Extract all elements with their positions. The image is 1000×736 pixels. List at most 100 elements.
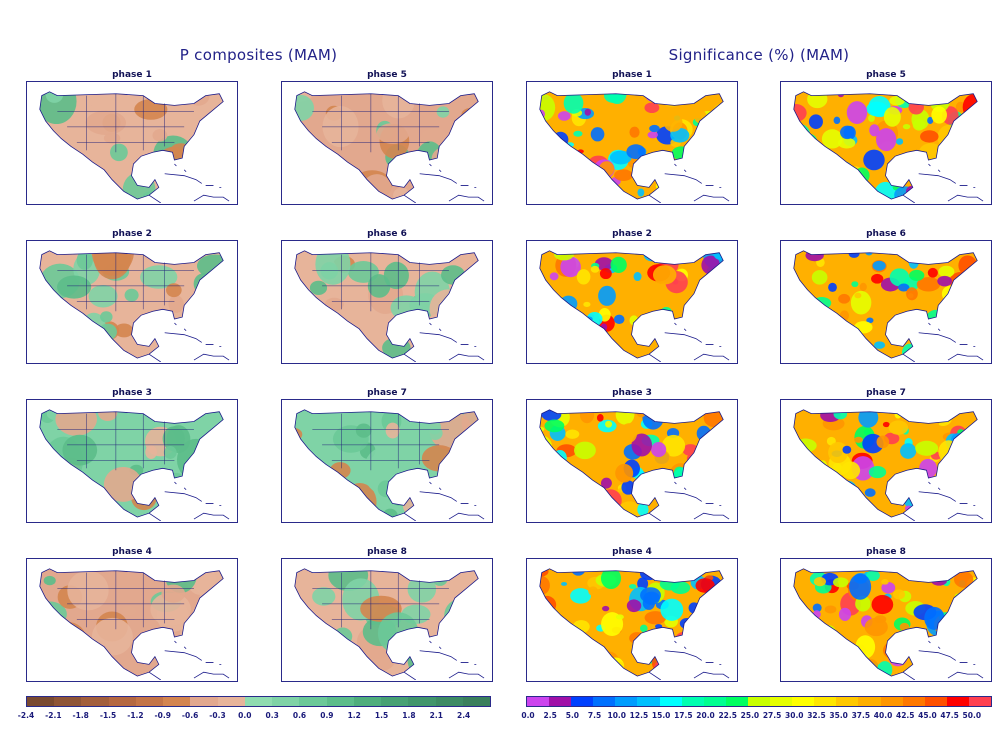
field-blob xyxy=(39,329,60,359)
field-blob xyxy=(691,490,714,510)
field-blob xyxy=(841,461,861,480)
colorbar-swatch xyxy=(659,697,682,706)
field-blob xyxy=(574,315,583,323)
field-blob xyxy=(545,663,560,677)
field-blob xyxy=(954,593,961,598)
field-blob xyxy=(620,423,638,443)
field-blob xyxy=(584,350,599,359)
field-blob xyxy=(686,306,698,320)
field-blob xyxy=(827,668,835,674)
field-blob xyxy=(922,351,941,359)
field-blob xyxy=(124,288,139,302)
field-blob xyxy=(549,272,559,281)
caribbean-islands xyxy=(164,481,222,506)
field-blob xyxy=(438,455,471,486)
field-blob xyxy=(958,164,975,181)
coastline xyxy=(793,409,978,518)
colorbar-tick-label: 7.5 xyxy=(587,711,602,720)
field-blob xyxy=(609,150,632,165)
colorbar-swatch xyxy=(217,697,245,706)
precip-map-panel xyxy=(281,240,493,364)
coastline xyxy=(539,409,724,518)
colorbar-swatch xyxy=(190,697,218,706)
field-blob xyxy=(39,624,58,660)
field-blob xyxy=(539,595,557,614)
field-blob xyxy=(898,283,910,292)
field-blob xyxy=(88,285,118,308)
field-blob xyxy=(579,186,597,200)
field-blob xyxy=(968,294,978,312)
field-blob xyxy=(539,576,550,595)
colorbar-tick-label: -0.9 xyxy=(154,711,171,720)
field-blob xyxy=(600,477,612,489)
field-blob xyxy=(851,281,859,288)
field-blob xyxy=(958,255,977,276)
field-blob xyxy=(858,409,879,428)
field-blob xyxy=(900,443,917,459)
field-blob xyxy=(883,106,901,127)
field-blob xyxy=(864,343,871,351)
field-blob xyxy=(100,311,113,323)
field-blob xyxy=(820,335,843,355)
caribbean-islands xyxy=(664,640,722,665)
field-blob xyxy=(539,181,559,200)
field-blob xyxy=(837,137,856,149)
field-blob xyxy=(881,581,896,594)
field-blob xyxy=(629,315,639,326)
field-blob xyxy=(585,348,605,359)
field-blob xyxy=(823,184,840,195)
field-blob xyxy=(103,466,143,502)
field-blob xyxy=(860,658,878,672)
field-blob xyxy=(553,450,567,466)
field-blob xyxy=(915,635,923,641)
colorbar-swatch xyxy=(725,697,748,706)
field-blob xyxy=(803,503,818,518)
panel-title: phase 2 xyxy=(612,229,652,239)
field-blob xyxy=(660,348,668,355)
coastline xyxy=(793,91,978,200)
field-blob xyxy=(383,261,409,290)
field-blob xyxy=(793,344,806,355)
field-blob xyxy=(942,300,966,320)
colorbar-tick-label: 15.0 xyxy=(651,711,671,720)
colorbar-swatch xyxy=(637,697,660,706)
colorbar-swatch xyxy=(814,697,837,706)
field-blob xyxy=(323,345,341,357)
field-blob xyxy=(698,640,708,650)
colorbar-tick-label: 2.5 xyxy=(543,711,557,720)
field-blob xyxy=(649,153,659,159)
field-blob xyxy=(793,124,811,146)
field-blob xyxy=(150,592,191,626)
field-blob xyxy=(542,329,557,341)
field-blob xyxy=(876,128,897,152)
colorbar-swatch xyxy=(408,697,436,706)
field-blob xyxy=(811,270,828,285)
colorbar-tick-label: 47.5 xyxy=(940,711,959,720)
field-blob xyxy=(44,153,85,182)
field-blob xyxy=(924,606,945,630)
coastline xyxy=(39,568,224,677)
field-blob xyxy=(665,568,673,575)
field-blob xyxy=(696,425,711,441)
caribbean-islands xyxy=(164,640,222,665)
field-blob xyxy=(122,605,137,616)
field xyxy=(793,568,978,677)
field-blob xyxy=(556,663,563,669)
field-blob xyxy=(140,265,178,289)
field-blob xyxy=(927,116,934,125)
field-blob xyxy=(539,184,548,191)
field-blob xyxy=(955,625,978,641)
field-blob xyxy=(895,138,904,145)
field-blob xyxy=(544,419,565,433)
panel-title: phase 3 xyxy=(112,388,152,398)
field-blob xyxy=(322,106,359,148)
field-blob xyxy=(624,288,639,306)
field-blob xyxy=(909,269,925,281)
field-blob xyxy=(689,298,710,316)
field-blob xyxy=(855,595,871,612)
colorbar-tick-label: 0.0 xyxy=(238,711,252,720)
field-blob xyxy=(834,175,845,187)
field-blob xyxy=(696,476,716,492)
colorbar-tick-label: -1.8 xyxy=(72,711,89,720)
field-blob xyxy=(661,638,674,650)
